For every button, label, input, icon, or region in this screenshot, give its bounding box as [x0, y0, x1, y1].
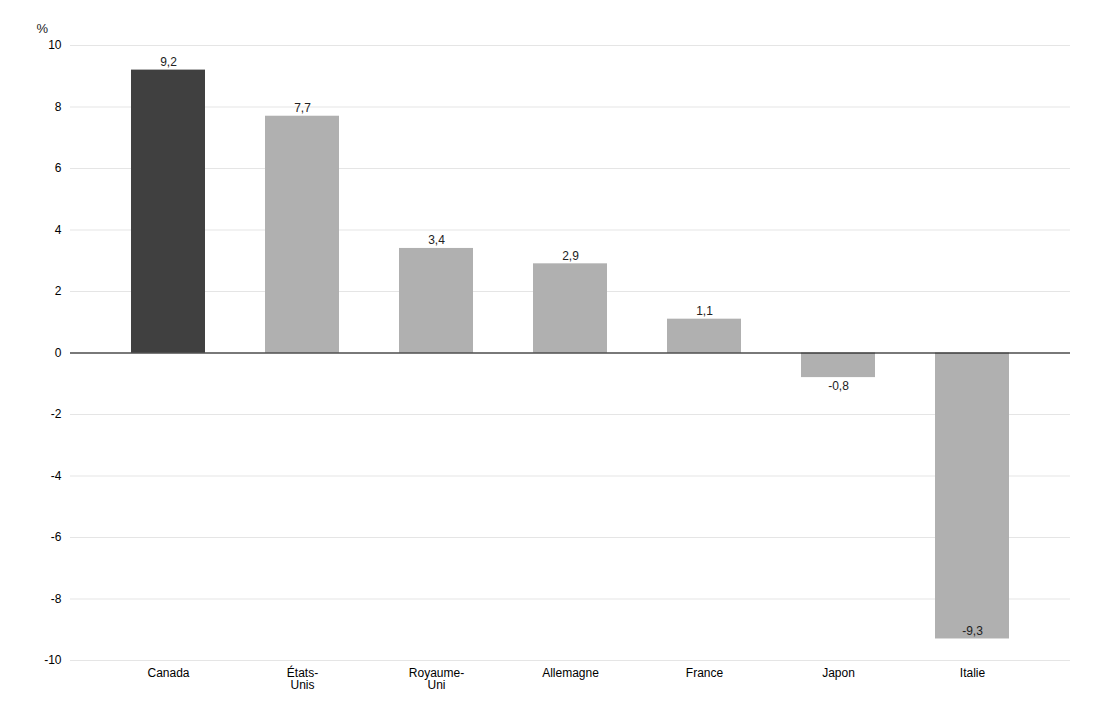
svg-text:États-Unis: États-Unis: [287, 665, 318, 692]
svg-text:-10: -10: [44, 653, 62, 667]
svg-text:7,7: 7,7: [294, 101, 311, 115]
svg-text:3,4: 3,4: [428, 233, 445, 247]
svg-text:Japon: Japon: [822, 666, 855, 680]
svg-text:Italie: Italie: [960, 666, 986, 680]
svg-text:2,9: 2,9: [562, 249, 579, 263]
svg-text:-6: -6: [51, 530, 62, 544]
svg-text:0: 0: [55, 346, 62, 360]
svg-text:1,1: 1,1: [696, 304, 713, 318]
svg-text:Allemagne: Allemagne: [542, 666, 599, 680]
svg-text:8: 8: [55, 100, 62, 114]
svg-text:-2: -2: [51, 407, 62, 421]
svg-text:9,2: 9,2: [160, 55, 177, 69]
svg-text:-4: -4: [51, 469, 62, 483]
svg-text:6: 6: [55, 161, 62, 175]
svg-text:10: 10: [48, 38, 62, 52]
svg-text:-8: -8: [51, 592, 62, 606]
svg-text:-0,8: -0,8: [828, 379, 849, 393]
svg-text:4: 4: [55, 223, 62, 237]
svg-text:Royaume-Uni: Royaume-Uni: [409, 666, 464, 692]
svg-text:France: France: [686, 666, 724, 680]
svg-text:-9,3: -9,3: [962, 624, 983, 638]
svg-text:Canada: Canada: [147, 666, 189, 680]
svg-text:%: %: [37, 21, 49, 36]
svg-text:2: 2: [55, 284, 62, 298]
